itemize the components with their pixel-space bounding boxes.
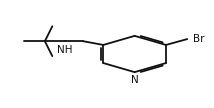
- Text: NH: NH: [57, 45, 73, 56]
- Text: N: N: [131, 75, 138, 85]
- Text: Br: Br: [193, 34, 204, 44]
